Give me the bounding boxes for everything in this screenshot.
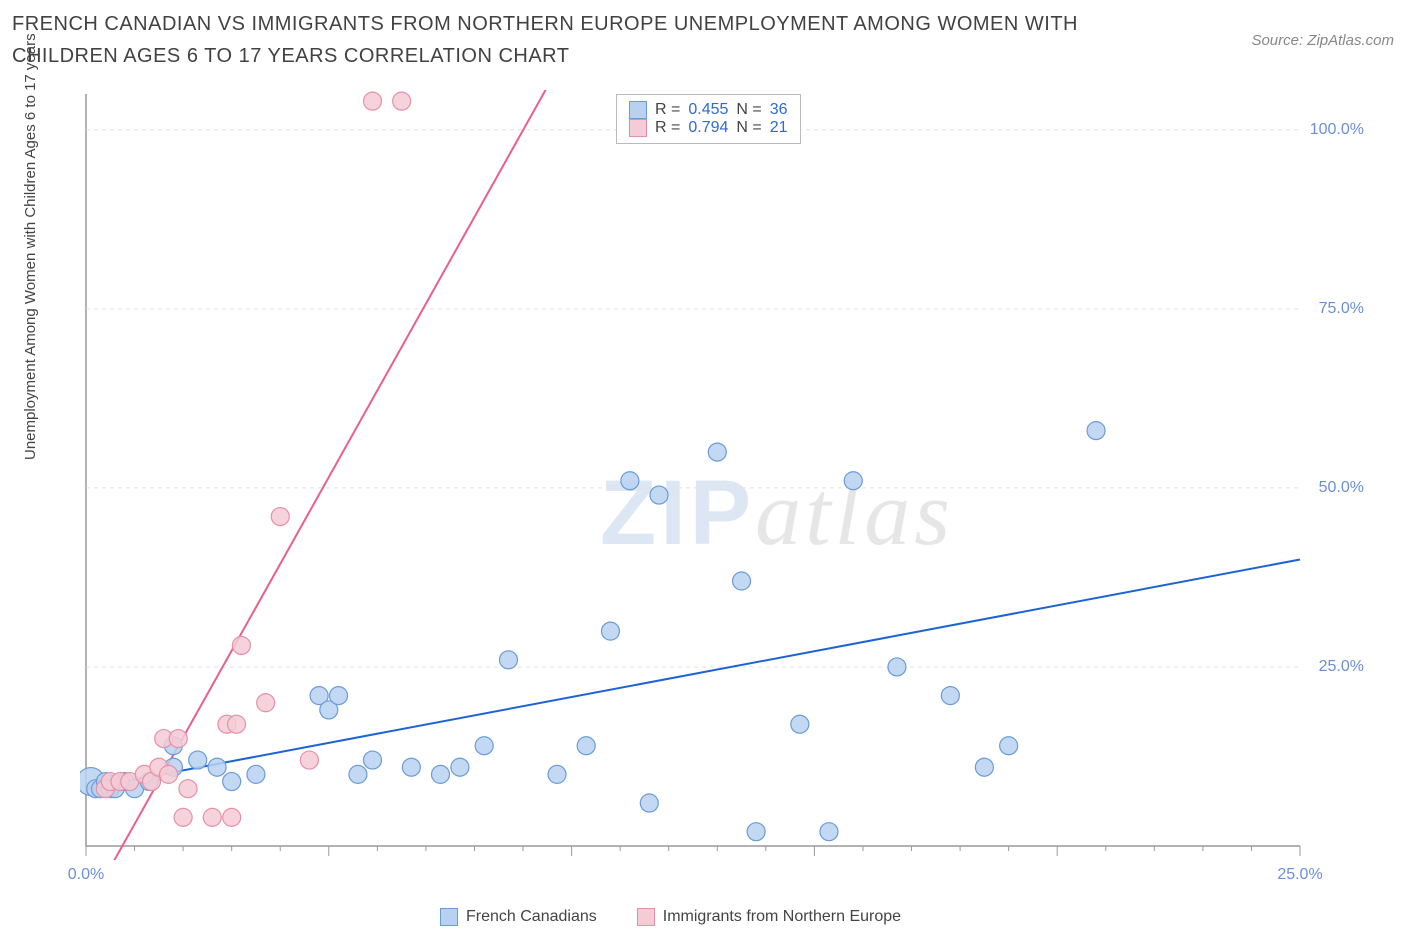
legend-label: Immigrants from Northern Europe <box>663 908 901 926</box>
chart-svg <box>80 90 1370 860</box>
x-tick-label: 0.0% <box>68 866 104 884</box>
source-label: Source: ZipAtlas.com <box>1251 8 1394 49</box>
legend-label: French Canadians <box>466 908 597 926</box>
header-row: FRENCH CANADIAN VS IMMIGRANTS FROM NORTH… <box>12 8 1394 72</box>
series-swatch <box>629 119 647 137</box>
series-swatch <box>629 101 647 119</box>
legend-item: Immigrants from Northern Europe <box>637 908 901 926</box>
plot-region: ZIPatlas 25.0%50.0%75.0%100.0%0.0%25.0%R… <box>80 90 1370 860</box>
legend-item: French Canadians <box>440 908 597 926</box>
x-tick-label: 25.0% <box>1277 866 1322 884</box>
legend-swatch <box>440 908 458 926</box>
chart-title: FRENCH CANADIAN VS IMMIGRANTS FROM NORTH… <box>12 8 1112 72</box>
y-axis-label: Unemployment Among Women with Children A… <box>22 33 39 460</box>
legend-swatch <box>637 908 655 926</box>
stats-box: R =0.455 N =36R =0.794 N =21 <box>616 94 801 144</box>
bottom-legend: French Canadians Immigrants from Northern… <box>440 908 901 926</box>
stats-line: R =0.794 N =21 <box>629 119 788 137</box>
chart-area: Unemployment Among Women with Children A… <box>46 90 1386 900</box>
stats-line: R =0.455 N =36 <box>629 101 788 119</box>
